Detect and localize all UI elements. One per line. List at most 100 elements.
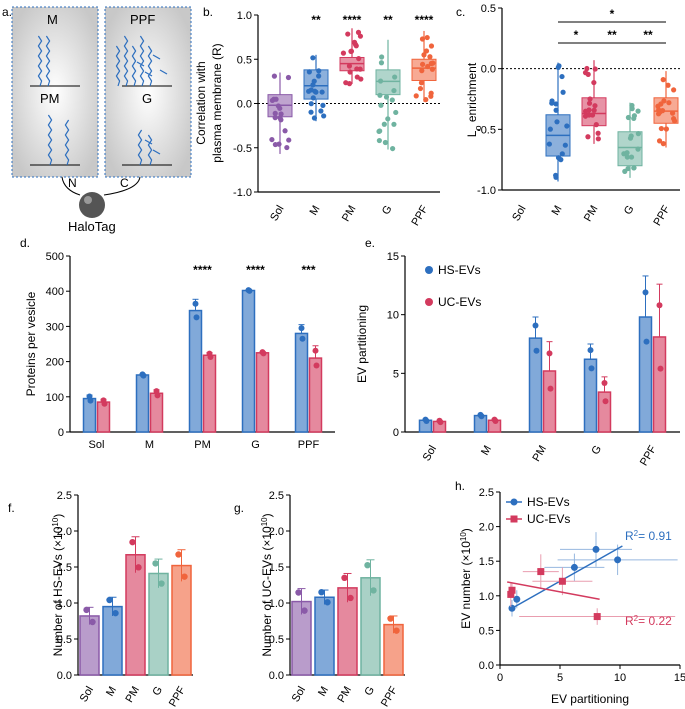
data-point <box>593 613 601 621</box>
data-point <box>318 108 324 114</box>
label-part: Correlation with <box>194 61 208 144</box>
data-point <box>273 96 279 102</box>
r-squared-label: R2= 0.22 <box>625 614 672 629</box>
data-point <box>316 68 322 74</box>
significance-label: *** <box>301 263 315 277</box>
data-point <box>345 31 351 37</box>
y-tick-label: 2.0 <box>269 526 284 538</box>
y-axis-label: EV partitioning <box>355 305 369 383</box>
data-point <box>311 115 318 121</box>
label-part: ) <box>260 513 274 517</box>
y-tick-label: 300 <box>46 321 64 333</box>
data-point <box>392 74 398 80</box>
y-axis-label: Number of UC-EVs (×1010) <box>260 513 275 656</box>
data-point <box>595 130 601 136</box>
label-part: 10 <box>459 532 468 541</box>
panel-label-a: a. <box>2 5 12 19</box>
data-point <box>393 627 400 634</box>
data-point <box>356 55 362 62</box>
data-point <box>348 48 355 54</box>
data-point <box>387 615 394 622</box>
data-point <box>592 66 598 72</box>
x-tick-label: PPF <box>379 684 400 709</box>
data-point <box>312 88 318 94</box>
y-tick-label: 1.0 <box>269 598 284 610</box>
x-tick-label: PM <box>123 685 142 705</box>
data-point <box>635 146 641 152</box>
x-tick-label: Sol <box>268 204 286 224</box>
x-tick-label: Sol <box>78 685 96 705</box>
data-point <box>158 580 165 587</box>
label-part: 10 <box>260 517 269 526</box>
bar <box>202 354 217 433</box>
label-part: = 0.91 <box>638 529 672 543</box>
data-point <box>355 29 362 35</box>
y-tick-label: 2.5 <box>479 487 494 499</box>
bar <box>125 554 146 676</box>
x-tick-label: PPF <box>298 439 320 451</box>
y-tick-label: 0.0 <box>269 670 284 682</box>
data-point <box>385 116 391 122</box>
halotag-label: HaloTag <box>68 219 116 234</box>
lipid-chain <box>115 45 121 87</box>
data-point <box>101 400 108 407</box>
bar <box>241 289 256 433</box>
data-point <box>343 80 349 86</box>
label-part: = 0.22 <box>638 614 672 628</box>
terminus-n: N <box>68 176 77 190</box>
lipid-branch <box>152 149 161 155</box>
data-point <box>547 385 554 392</box>
data-point <box>272 110 278 116</box>
data-point <box>430 60 436 66</box>
data-point <box>546 141 552 147</box>
data-point <box>564 123 570 129</box>
schematic-panel: a. M PM PPF G N C HaloTag <box>2 5 192 234</box>
data-point <box>89 618 96 626</box>
lipid-chain <box>47 114 53 166</box>
data-point <box>427 54 433 60</box>
data-point <box>643 338 650 345</box>
data-point <box>269 136 275 143</box>
significance-label: ** <box>607 28 617 42</box>
x-tick-label: PPF <box>652 203 673 228</box>
data-point <box>381 121 387 127</box>
x-tick-label: G <box>150 685 165 698</box>
y-tick-label: 0.5 <box>479 625 494 637</box>
data-point <box>282 128 288 134</box>
data-point <box>417 85 424 92</box>
data-point <box>595 136 601 142</box>
y-tick-label: 2.0 <box>57 526 72 538</box>
data-point <box>175 551 182 558</box>
data-point <box>582 108 589 114</box>
data-point <box>318 589 325 596</box>
y-tick-label: 0.0 <box>57 670 72 682</box>
lipid-branch <box>144 71 153 77</box>
data-point <box>625 165 631 172</box>
y-tick-label: 1.0 <box>479 591 494 603</box>
y-tick-label: 0.0 <box>479 660 494 672</box>
x-tick-label: G <box>380 204 395 217</box>
data-point <box>591 79 597 86</box>
data-point <box>181 573 188 580</box>
x-tick-label: M <box>145 439 154 451</box>
data-point <box>601 379 608 386</box>
data-point <box>658 101 664 107</box>
data-point <box>423 97 429 103</box>
data-point <box>533 347 540 354</box>
lipid-chain <box>147 134 153 166</box>
data-point <box>154 392 161 399</box>
data-point <box>320 102 326 108</box>
data-point <box>295 589 302 596</box>
data-point <box>352 42 359 48</box>
data-point <box>585 134 591 140</box>
label-part: plasma membrane (R) <box>210 43 224 162</box>
data-point <box>390 145 396 152</box>
data-point <box>383 94 390 100</box>
data-point <box>357 66 363 72</box>
x-tick-label: Sol <box>421 444 439 464</box>
label-part: L <box>465 130 479 137</box>
data-point <box>376 137 382 144</box>
y-tick-label: 0 <box>58 427 64 439</box>
data-point <box>135 564 142 571</box>
data-point <box>570 563 578 571</box>
